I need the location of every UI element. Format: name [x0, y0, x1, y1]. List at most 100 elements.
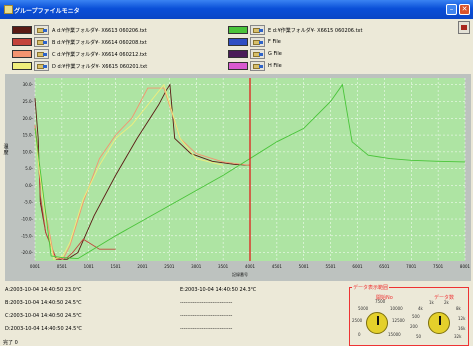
file-name-h: H File: [268, 63, 282, 69]
minimize-button[interactable]: –: [446, 4, 457, 15]
file-row-c[interactable]: C d:¥作業フォルダ¥· X6614 060212.txt: [12, 49, 222, 59]
y-tick-label: -20.0-: [21, 250, 33, 255]
y-tick-label: -15.0-: [21, 233, 33, 238]
readout-c-text: C:2003-10-04 14:40:50 24.5℃: [5, 313, 82, 319]
open-file-button-h[interactable]: [250, 61, 265, 71]
count-scale-200: 200: [410, 324, 418, 329]
color-swatch-d: [12, 62, 32, 70]
start-no-knob[interactable]: [366, 312, 388, 334]
open-file-button-a[interactable]: [34, 25, 49, 35]
x-tick-label: 5001: [299, 264, 310, 269]
color-swatch-h: [228, 62, 248, 70]
file-name-d: D d:¥作業フォルダ¥· X6615 060201.txt: [52, 64, 148, 70]
series-line-c: [34, 87, 250, 260]
file-name-c: C d:¥作業フォルダ¥· X6614 060212.txt: [52, 52, 147, 58]
count-scale-2k: 2k: [444, 300, 449, 305]
display-range-panel: データ表示範囲 開始No データ数 7500 5000 10000 2500 1…: [349, 284, 469, 346]
open-file-button-e[interactable]: [250, 25, 265, 35]
y-tick-label: 25.0-: [23, 99, 34, 104]
readout-b: B:2003-10-04 14:40:50 24.5℃: [5, 298, 180, 308]
temperature-chart[interactable]: 30.0- 25.0- 20.0- 15.0- 10.0- 5.0- 0.0- -5.0- -1…: [5, 74, 471, 281]
x-tick-label: 1501: [111, 264, 122, 269]
file-name-f: F File: [268, 39, 281, 45]
app-icon: [4, 5, 13, 14]
open-file-button-c[interactable]: [34, 49, 49, 59]
start-scale-2500: 2500: [352, 318, 363, 323]
open-file-button-g[interactable]: [250, 49, 265, 59]
start-scale-5000: 5000: [358, 306, 369, 311]
color-swatch-c: [12, 50, 32, 58]
readout-d: D:2003-10-04 14:40:50 24.5℃: [5, 324, 180, 334]
readout-h: -----------------------------: [180, 324, 340, 334]
open-file-button-f[interactable]: [250, 37, 265, 47]
x-tick-label: 3501: [218, 264, 229, 269]
x-tick-label: 7001: [406, 264, 417, 269]
color-swatch-g: [228, 50, 248, 58]
y-tick-label: 10.0-: [23, 149, 34, 154]
start-scale-10000: 10000: [390, 306, 403, 311]
status-text: 完了 0: [3, 340, 18, 346]
series-line-e: [34, 83, 466, 260]
data-count-knob[interactable]: [428, 312, 450, 334]
color-swatch-f: [228, 38, 248, 46]
title-bar[interactable]: グループファイルモニタ – ✕: [0, 0, 473, 19]
readout-b-text: B:2003-10-04 14:40:50 24.5℃: [5, 300, 82, 306]
count-scale-16k: 16k: [458, 326, 466, 331]
x-tick-label: 5501: [326, 264, 337, 269]
readout-g-text: -----------------------------: [180, 313, 233, 319]
y-tick-label: -10.0-: [21, 217, 33, 222]
file-row-f[interactable]: F File: [228, 37, 458, 47]
y-tick-label: -5.0-: [24, 200, 34, 205]
close-button[interactable]: ✕: [459, 4, 470, 15]
start-scale-12500: 12500: [392, 318, 405, 323]
window-title: グループファイルモニタ: [14, 8, 80, 15]
readout-a-text: A:2003-10-04 14:40:50 23.0℃: [5, 287, 82, 293]
open-file-button-b[interactable]: [34, 37, 49, 47]
file-row-e[interactable]: E d:¥作業フォルダ¥· X6615 060206.txt: [228, 25, 458, 35]
y-tick-label: 0.0-: [25, 183, 33, 188]
x-tick-label: 8001: [460, 264, 471, 269]
file-row-d[interactable]: D d:¥作業フォルダ¥· X6615 060201.txt: [12, 61, 222, 71]
file-row-h[interactable]: H File: [228, 61, 458, 71]
x-tick-label: 4001: [245, 264, 256, 269]
y-tick-label: 5.0-: [25, 166, 33, 171]
y-tick-label: 15.0-: [23, 133, 34, 138]
file-name-a: A d:¥作業フォルダ¥· X6613 060206.txt: [52, 28, 147, 34]
chart-svg[interactable]: 30.0- 25.0- 20.0- 15.0- 10.0- 5.0- 0.0- -5.0- -1…: [5, 74, 471, 281]
count-scale-1k: 1k: [429, 300, 434, 305]
start-scale-7500: 7500: [375, 299, 386, 304]
color-swatch-b: [12, 38, 32, 46]
data-count-label: データ数: [434, 295, 455, 301]
x-axis-label: 記録番号: [232, 271, 248, 277]
count-scale-8k: 8k: [456, 306, 461, 311]
x-tick-label: 0001: [30, 264, 41, 269]
readout-f: -----------------------------: [180, 298, 340, 308]
x-tick-label: 4501: [272, 264, 283, 269]
x-tick-label: 2501: [164, 264, 175, 269]
color-swatch-e: [228, 26, 248, 34]
readout-h-text: -----------------------------: [180, 326, 233, 332]
file-name-g: G File: [268, 51, 282, 57]
y-tick-label: 30.0-: [23, 82, 34, 87]
x-tick-label: 6001: [352, 264, 363, 269]
x-tick-label: 6501: [379, 264, 390, 269]
x-tick-label: 1001: [84, 264, 95, 269]
start-scale-0: 0: [358, 332, 361, 337]
count-scale-12k: 12k: [458, 316, 466, 321]
count-scale-32k: 32k: [454, 334, 462, 339]
x-tick-label: 2001: [137, 264, 148, 269]
readout-c: C:2003-10-04 14:40:50 24.5℃: [5, 311, 180, 321]
open-file-button-d[interactable]: [34, 61, 49, 71]
count-scale-500: 500: [412, 314, 420, 319]
count-scale-50: 50: [416, 334, 422, 339]
file-row-g[interactable]: G File: [228, 49, 458, 59]
readout-e-text: E:2003-10-04 14:40:50 24.3℃: [180, 287, 257, 293]
x-tick-label: 3001: [191, 264, 202, 269]
corner-app-image-icon: [458, 21, 470, 34]
file-row-a[interactable]: A d:¥作業フォルダ¥· X6613 060206.txt: [12, 25, 222, 35]
readout-f-text: -----------------------------: [180, 300, 233, 306]
readout-e: E:2003-10-04 14:40:50 24.3℃: [180, 285, 340, 295]
readout-g: -----------------------------: [180, 311, 340, 321]
file-row-b[interactable]: B d:¥作業フォルダ¥· X6614 060208.txt: [12, 37, 222, 47]
